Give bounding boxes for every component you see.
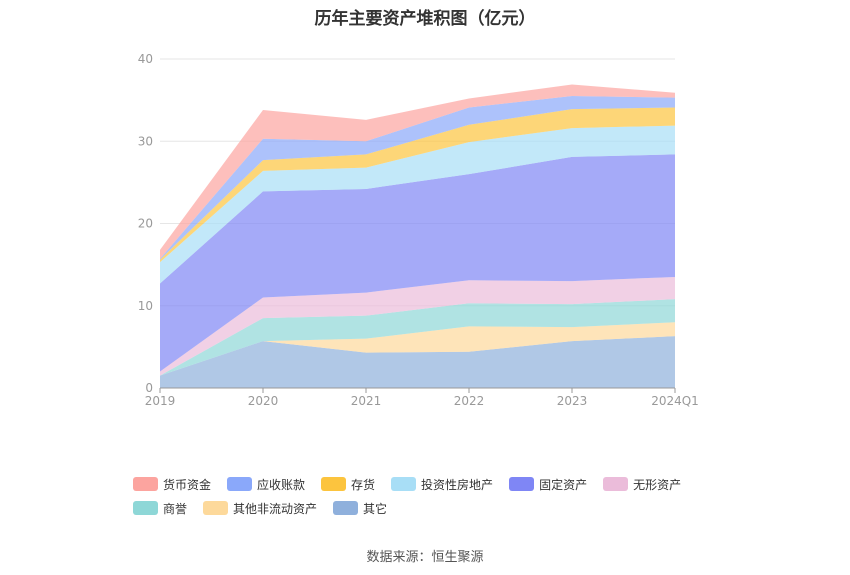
area-series-3 xyxy=(160,276,675,376)
legend-item[interactable]: 商誉 xyxy=(133,496,187,520)
legend-label: 其它 xyxy=(363,501,388,516)
chart-title: 历年主要资产堆积图（亿元） xyxy=(314,9,536,29)
legend-item[interactable]: 应收账款 xyxy=(227,472,305,496)
axes: 0 10 20 30 40 2019 2020 2021 2022 2023 2024Q1 xyxy=(138,52,699,408)
legend-swatch xyxy=(509,477,535,491)
x-tick-label: 2019 xyxy=(145,394,176,408)
legend-item[interactable]: 无形资产 xyxy=(603,472,681,496)
legend-item[interactable]: 货币资金 xyxy=(133,472,211,496)
legend-label: 货币资金 xyxy=(163,477,212,492)
area-series-2 xyxy=(160,299,675,376)
area-series-6 xyxy=(160,107,675,263)
x-tick-label: 2024Q1 xyxy=(651,394,699,408)
legend-item[interactable]: 固定资产 xyxy=(509,472,587,496)
area-series-8 xyxy=(160,84,675,259)
legend-swatch xyxy=(227,477,253,491)
legend-label: 存货 xyxy=(351,477,376,492)
x-tick-label: 2020 xyxy=(248,394,279,408)
y-tick-label: 40 xyxy=(138,52,153,66)
legend-item[interactable]: 其他非流动资产 xyxy=(203,496,317,520)
legend-items: 货币资金 应收账款 存货 投资性房地产 固定资产 无形资产商誉 其他非流动资产 其它 xyxy=(133,472,753,520)
area-series-0 xyxy=(160,336,675,388)
legend-label: 无形资产 xyxy=(633,477,682,492)
y-tick-label: 20 xyxy=(138,217,153,231)
legend-label: 其他非流动资产 xyxy=(233,501,318,516)
y-tick-label: 0 xyxy=(145,381,153,395)
y-tick-label: 30 xyxy=(138,134,153,148)
legend-swatch xyxy=(333,501,359,515)
data-source-note: 数据来源：恒生聚源 xyxy=(366,550,484,565)
area-series-1 xyxy=(160,322,675,376)
legend-label: 商誉 xyxy=(163,501,188,516)
x-tick-label: 2023 xyxy=(557,394,588,408)
legend-item[interactable]: 存货 xyxy=(321,472,375,496)
legend-swatch xyxy=(133,477,158,491)
legend-item[interactable]: 其它 xyxy=(333,496,387,520)
legend-swatch xyxy=(603,477,629,491)
legend-label: 应收账款 xyxy=(257,477,306,492)
legend-item[interactable]: 投资性房地产 xyxy=(391,472,493,496)
legend-swatch xyxy=(391,477,417,491)
legend-label: 投资性房地产 xyxy=(421,477,494,492)
legend-swatch xyxy=(321,477,347,491)
area-series-7 xyxy=(160,96,675,260)
legend: 货币资金 应收账款 存货 投资性房地产 固定资产 无形资产商誉 其他非流动资产 其它 xyxy=(133,472,753,520)
y-tick-label: 10 xyxy=(138,299,153,313)
area-series-layer xyxy=(160,84,675,388)
x-tick-label: 2021 xyxy=(351,394,382,408)
area-series-5 xyxy=(160,125,675,284)
legend-swatch xyxy=(133,501,158,515)
area-series-4 xyxy=(160,154,675,372)
x-tick-label: 2022 xyxy=(454,394,485,408)
legend-label: 固定资产 xyxy=(539,477,588,492)
legend-swatch xyxy=(203,501,229,515)
